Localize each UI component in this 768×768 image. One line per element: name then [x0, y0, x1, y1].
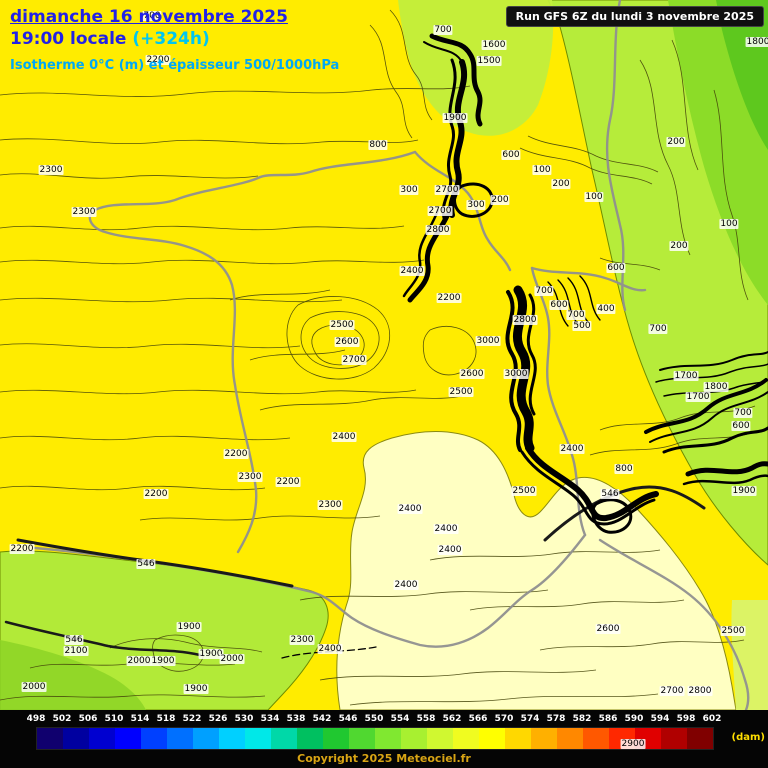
scale-tick-label: 570 [494, 714, 514, 724]
scale-tick-label: 498 [26, 714, 46, 724]
scale-color-segment [453, 728, 479, 749]
scale-color-segment [63, 728, 89, 749]
scale-tick-label: 506 [78, 714, 98, 724]
scale-tick-label: 574 [520, 714, 540, 724]
scale-color-segment [37, 728, 63, 749]
scale-color-segment [141, 728, 167, 749]
scale-tick-label: 510 [104, 714, 124, 724]
scale-color-segment [687, 728, 713, 749]
scale-color-segment [427, 728, 453, 749]
scale-color-segment [115, 728, 141, 749]
scale-tick-label: 578 [546, 714, 566, 724]
scale-tick-label: 582 [572, 714, 592, 724]
scale-tick-label: 522 [182, 714, 202, 724]
scale-color-segment [531, 728, 557, 749]
scale-tick-label: 594 [650, 714, 670, 724]
scale-tick-row: 498 502 506 510 514 518 522 526 530 534 538 542 546 5… [23, 714, 725, 724]
scale-tick-label: 586 [598, 714, 618, 724]
scale-tick-label: 538 [286, 714, 306, 724]
scale-tick-label: 554 [390, 714, 410, 724]
scale-tick-label: 502 [52, 714, 72, 724]
scale-bar [36, 727, 714, 750]
scale-tick-label: 590 [624, 714, 644, 724]
scale-color-segment [661, 728, 687, 749]
scale-color-segment [271, 728, 297, 749]
bottom-bar: 498 502 506 510 514 518 522 526 530 534 538 542 546 5… [0, 710, 768, 768]
scale-color-segment [635, 728, 661, 749]
scale-tick-label: 526 [208, 714, 228, 724]
scale-tick-label: 562 [442, 714, 462, 724]
scale-color-segment [479, 728, 505, 749]
scale-color-segment [375, 728, 401, 749]
scale-color-segment [245, 728, 271, 749]
scale-tick-label: 550 [364, 714, 384, 724]
scale-color-segment [583, 728, 609, 749]
weather-map [0, 0, 768, 710]
scale-tick-label: 602 [702, 714, 722, 724]
run-info-badge: Run GFS 6Z du lundi 3 novembre 2025 [505, 6, 764, 27]
scale-color-segment [167, 728, 193, 749]
scale-color-segment [401, 728, 427, 749]
scale-tick-label: 546 [338, 714, 358, 724]
scale-tick-label: 518 [156, 714, 176, 724]
scale-color-segment [297, 728, 323, 749]
scale-color-segment [557, 728, 583, 749]
scale-tick-label: 566 [468, 714, 488, 724]
scale-color-segment [193, 728, 219, 749]
copyright-text: Copyright 2025 Meteociel.fr [297, 752, 471, 765]
scale-tick-label: 558 [416, 714, 436, 724]
scale-color-segment [349, 728, 375, 749]
scale-tick-label: 530 [234, 714, 254, 724]
scale-color-segment [609, 728, 635, 749]
map-image [0, 0, 768, 710]
scale-color-segment [505, 728, 531, 749]
scale-color-segment [323, 728, 349, 749]
scale-color-segment [219, 728, 245, 749]
scale-tick-label: 514 [130, 714, 150, 724]
scale-tick-label: 598 [676, 714, 696, 724]
scale-tick-label: 534 [260, 714, 280, 724]
scale-tick-label: 542 [312, 714, 332, 724]
scale-unit: (dam) [731, 732, 765, 743]
scale-color-segment [89, 728, 115, 749]
